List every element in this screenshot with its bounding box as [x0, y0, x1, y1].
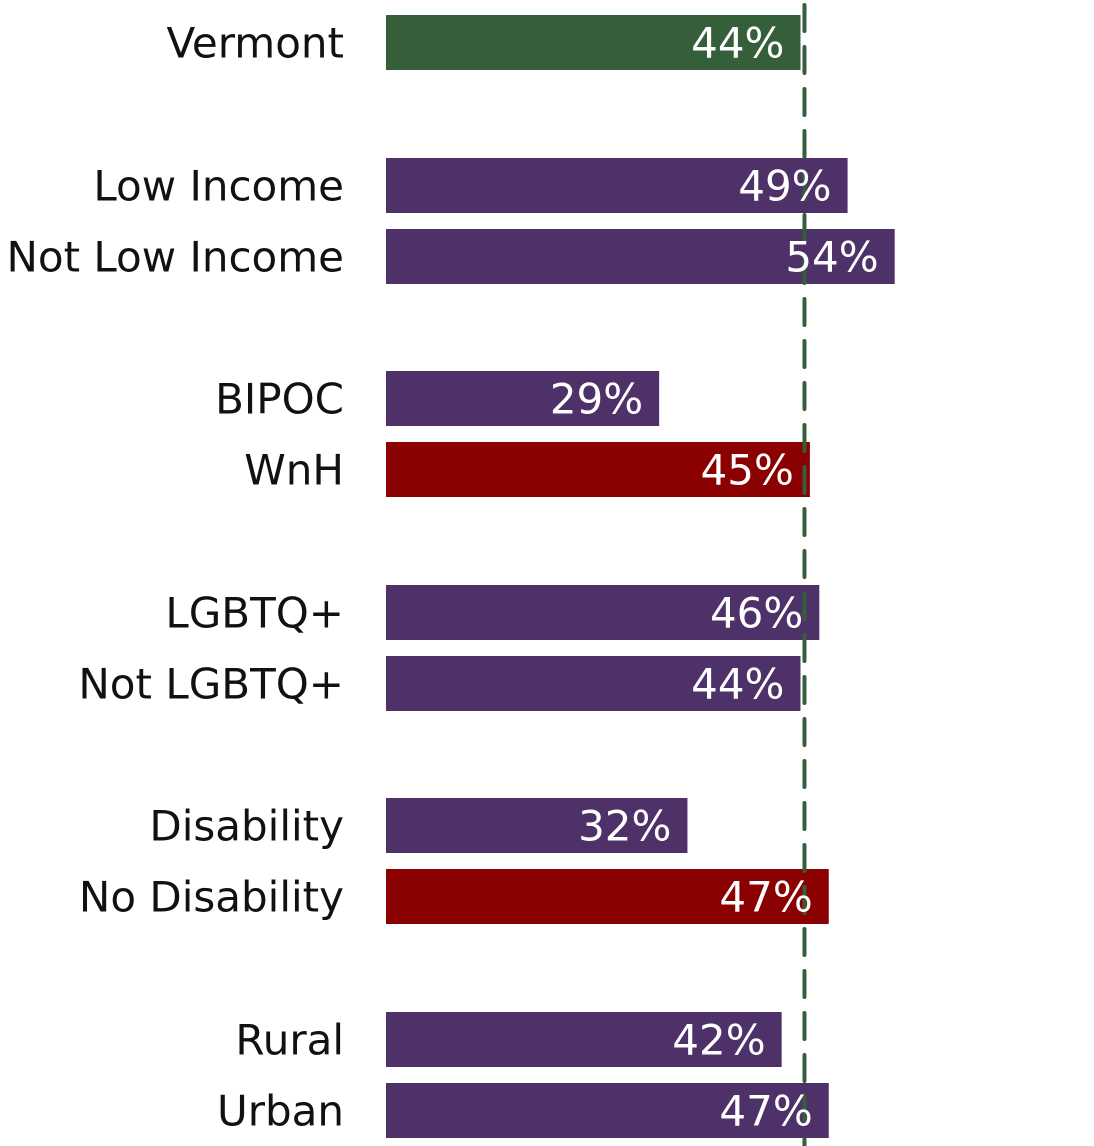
category-label: Not LGBTQ+: [78, 660, 344, 709]
category-label: Urban: [217, 1087, 344, 1136]
bar-1: [386, 158, 848, 213]
category-label: LGBTQ+: [165, 589, 344, 638]
value-label: 54%: [785, 233, 878, 282]
bar-3: [386, 371, 660, 426]
value-label: 32%: [578, 802, 671, 851]
category-label: Rural: [235, 1016, 344, 1065]
bars-layer: [386, 15, 895, 1138]
bar-5: [386, 585, 820, 640]
value-label: 47%: [719, 1087, 812, 1136]
category-label: Disability: [149, 802, 344, 851]
labels-layer: Vermont 44% Low Income 49% Not Low Income 54%…: [6, 19, 878, 1136]
value-label: 49%: [738, 162, 831, 211]
bar-6: [386, 656, 801, 711]
value-label: 29%: [550, 375, 643, 424]
category-label: No Disability: [79, 873, 344, 922]
value-label: 45%: [701, 446, 794, 495]
bar-0: [386, 15, 801, 70]
category-label: WnH: [244, 446, 344, 495]
value-label: 42%: [672, 1016, 765, 1065]
bar-9: [386, 1012, 782, 1067]
bar-4: [386, 442, 810, 497]
category-label: BIPOC: [215, 375, 344, 424]
value-label: 46%: [710, 589, 803, 638]
bar-8: [386, 869, 829, 924]
value-label: 47%: [719, 873, 812, 922]
bar-7: [386, 798, 688, 853]
value-label: 44%: [691, 660, 784, 709]
bar-2: [386, 229, 895, 284]
category-label: Vermont: [166, 19, 344, 68]
value-label: 44%: [691, 19, 784, 68]
bar-10: [386, 1083, 829, 1138]
category-label: Not Low Income: [6, 233, 344, 282]
category-label: Low Income: [93, 162, 344, 211]
